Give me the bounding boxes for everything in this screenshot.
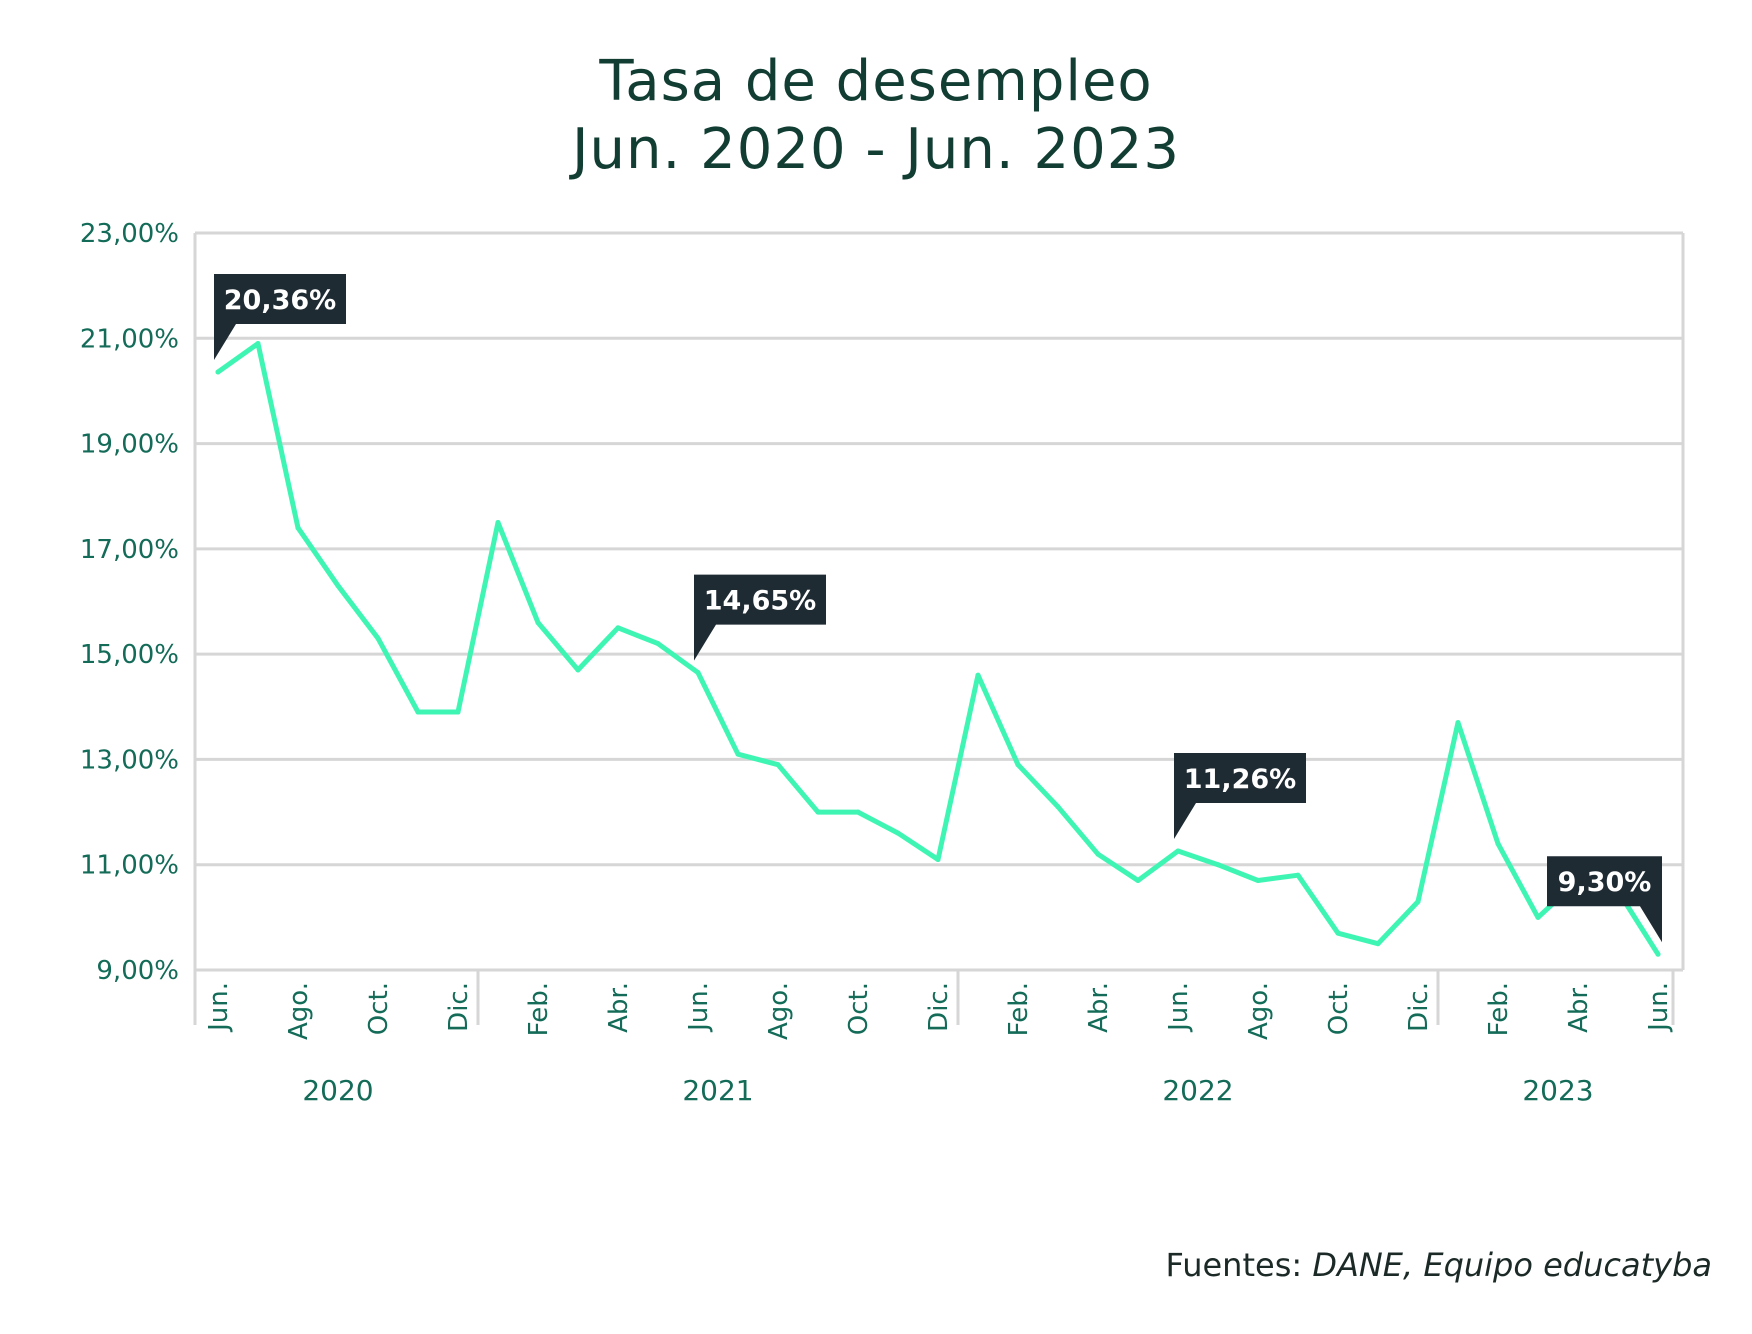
data-point [855, 809, 861, 815]
data-point [1535, 914, 1541, 920]
data-point [1215, 862, 1221, 868]
grid-lines [193, 231, 1685, 1025]
x-tick-label: Jun. [204, 982, 234, 1033]
callout: 14,65% [694, 574, 826, 661]
data-point [815, 809, 821, 815]
x-tick-label: Oct. [1324, 982, 1354, 1035]
callout-box [1547, 856, 1662, 943]
data-point [1375, 941, 1381, 947]
callout-label: 14,65% [704, 586, 816, 617]
callout-label: 11,26% [1184, 764, 1296, 795]
data-point [895, 830, 901, 836]
x-tick-label: Jun. [1164, 982, 1194, 1033]
y-tick-label: 23,00% [80, 219, 179, 249]
x-tick-label: Ago. [284, 982, 314, 1040]
callout-box [694, 574, 826, 661]
x-tick-label: Abr. [604, 982, 634, 1033]
data-point [415, 709, 421, 715]
data-point [1295, 872, 1301, 878]
x-tick-label: Abr. [1564, 982, 1594, 1033]
series-layer [215, 341, 1661, 957]
y-tick-label: 15,00% [80, 640, 179, 670]
data-point [215, 369, 221, 375]
year-label: 2020 [302, 1074, 373, 1107]
data-point [1095, 851, 1101, 857]
x-tick-label: Dic. [444, 982, 474, 1032]
data-point [695, 670, 701, 676]
source-names: DANE, Equipo educatyba [1312, 1246, 1712, 1284]
x-tick-label: Dic. [1404, 982, 1434, 1032]
data-point [495, 520, 501, 526]
x-tick-label: Jun. [684, 982, 714, 1033]
x-tick-label: Dic. [924, 982, 954, 1032]
chart-title-line-2: Jun. 2020 - Jun. 2023 [571, 117, 1181, 182]
x-tick-label: Ago. [764, 982, 794, 1040]
x-tick-label: Feb. [524, 982, 554, 1036]
year-label: 2021 [682, 1074, 753, 1107]
data-point [775, 762, 781, 768]
data-point [935, 856, 941, 862]
data-point [1415, 899, 1421, 905]
x-tick-label: Feb. [1004, 982, 1034, 1036]
year-label: 2023 [1522, 1074, 1593, 1107]
data-point [295, 525, 301, 531]
callout: 20,36% [214, 273, 346, 360]
chart-title-line-1: Tasa de desempleo [599, 49, 1153, 114]
x-tick-label: Jun. [1644, 982, 1674, 1033]
data-point [255, 341, 261, 347]
data-point [975, 672, 981, 678]
source-note: Fuentes: DANE, Equipo educatyba [1166, 1246, 1712, 1284]
callout-box [1174, 753, 1306, 840]
data-point [375, 635, 381, 641]
x-tick-label: Ago. [1244, 982, 1274, 1040]
chart-title: Tasa de desempleo Jun. 2020 - Jun. 2023 [0, 48, 1752, 184]
x-tick-label: Oct. [364, 982, 394, 1035]
data-point [1015, 762, 1021, 768]
data-point [575, 667, 581, 673]
unemployment-rate-line [215, 341, 1661, 957]
data-point [1655, 951, 1661, 957]
x-axis: 2020 2021 2022 2023 Jun. Ago. Oct. Dic. Feb. Abr.… [204, 970, 1675, 1107]
data-point [1055, 804, 1061, 810]
data-point [655, 641, 661, 647]
callout: 11,26% [1174, 753, 1306, 840]
year-label: 2022 [1162, 1074, 1233, 1107]
y-tick-label: 21,00% [80, 324, 179, 354]
data-point [455, 709, 461, 715]
data-point [1135, 878, 1141, 884]
x-tick-label: Abr. [1084, 982, 1114, 1033]
data-point [335, 583, 341, 589]
y-tick-label: 17,00% [80, 535, 179, 565]
data-point [535, 620, 541, 626]
y-tick-label: 13,00% [80, 745, 179, 775]
y-tick-label: 19,00% [80, 430, 179, 460]
y-tick-label: 9,00% [96, 956, 179, 986]
callout: 9,30% [1547, 856, 1662, 943]
data-point [1495, 841, 1501, 847]
y-tick-label: 11,00% [80, 851, 179, 881]
source-label: Fuentes: [1165, 1246, 1313, 1284]
data-point [1175, 848, 1181, 854]
callout-label: 9,30% [1558, 867, 1652, 898]
callout-label: 20,36% [224, 285, 336, 316]
data-point [1255, 878, 1261, 884]
callout-layer: 20,36% 14,65% 11,26% 9,30% [214, 273, 1662, 943]
data-point [1455, 720, 1461, 726]
data-point [615, 625, 621, 631]
data-point [735, 751, 741, 757]
x-tick-label: Oct. [844, 982, 874, 1035]
x-tick-label: Feb. [1484, 982, 1514, 1036]
callout-box [214, 273, 346, 360]
data-point [1335, 930, 1341, 936]
y-axis-tick-labels: 23,00% 21,00% 19,00% 17,00% 15,00% 13,00% 11,0… [80, 219, 179, 986]
